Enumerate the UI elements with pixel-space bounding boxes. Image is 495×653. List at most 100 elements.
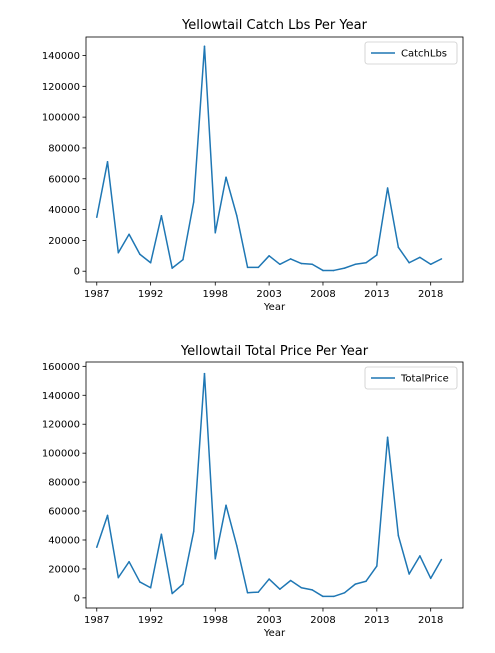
data-point [214, 231, 217, 234]
data-point [268, 578, 270, 580]
data-point [332, 269, 335, 272]
legend: TotalPrice [364, 366, 458, 390]
y-tick-label: 80000 [48, 478, 80, 489]
data-point [225, 504, 227, 507]
plot-area-frame [85, 36, 464, 283]
data-point [246, 592, 249, 594]
data-point [257, 591, 260, 593]
x-tick-label: 2013 [364, 289, 389, 300]
legend: CatchLbs [364, 41, 458, 65]
series-line-CatchLbs [96, 45, 442, 272]
series-line-TotalPrice [96, 372, 443, 598]
data-point [440, 258, 443, 260]
data-point [365, 261, 367, 264]
data-point [128, 233, 130, 235]
y-tick-label: 100000 [42, 113, 80, 124]
data-point [182, 258, 184, 261]
data-point [160, 533, 163, 535]
y-tick-label: 80000 [48, 143, 80, 154]
data-point [257, 266, 260, 269]
y-tick-label: 0 [74, 593, 80, 604]
y-tick-label: 40000 [48, 205, 80, 216]
chart-2: Yellowtail Total Price Per Year 1987 1992 1… [42, 344, 464, 639]
y-tick-label: 60000 [48, 507, 80, 518]
data-point [268, 255, 270, 257]
data-point [354, 263, 357, 266]
data-point [236, 214, 238, 217]
data-point [397, 246, 400, 249]
data-point [117, 251, 120, 254]
data-point [343, 267, 346, 269]
data-point [386, 187, 389, 189]
data-point [279, 263, 281, 266]
data-point [139, 253, 141, 256]
data-point [225, 176, 227, 178]
legend-label: CatchLbs [401, 49, 447, 60]
x-tick-label: 1998 [203, 615, 228, 626]
data-point [440, 558, 443, 561]
data-point [192, 201, 195, 203]
data-point [214, 558, 217, 560]
data-point [354, 583, 357, 585]
y-tick-label: 140000 [42, 391, 80, 402]
data-point [376, 565, 378, 567]
legend-box [364, 366, 458, 390]
x-axis-label: Year [263, 628, 286, 639]
chart-title: Yellowtail Catch Lbs Per Year [181, 18, 368, 33]
x-tick-label: 2018 [418, 289, 443, 300]
x-tick-label: 1987 [84, 615, 109, 626]
x-tick-label: 1992 [138, 289, 163, 300]
data-point [149, 586, 152, 589]
x-tick-label: 2003 [256, 289, 281, 300]
y-tick-label: 20000 [48, 564, 80, 575]
data-point [96, 216, 98, 219]
data-point [149, 261, 152, 264]
data-point [332, 595, 335, 598]
data-point [300, 586, 303, 589]
y-tick-label: 40000 [48, 535, 80, 546]
data-point [322, 595, 324, 598]
x-axis-label: Year [263, 302, 286, 313]
legend-box [364, 41, 458, 65]
data-point [397, 534, 400, 537]
data-point [106, 514, 109, 517]
data-point [419, 555, 421, 557]
x-tick-label: 1992 [138, 615, 163, 626]
x-tick-label: 2018 [418, 615, 443, 626]
data-point [246, 266, 249, 269]
x-tick-label: 1987 [84, 289, 109, 300]
data-point [419, 256, 421, 259]
data-point [376, 254, 378, 256]
y-tick-label: 120000 [42, 420, 80, 431]
data-point [408, 261, 410, 264]
legend-label: TotalPrice [400, 374, 449, 385]
data-point [429, 263, 432, 266]
data-point [192, 530, 195, 533]
data-point [429, 577, 432, 580]
data-point [311, 589, 313, 591]
y-tick-label: 160000 [42, 362, 80, 373]
y-tick-label: 60000 [48, 174, 80, 185]
data-point [203, 372, 206, 375]
data-point [171, 267, 173, 269]
data-point [289, 258, 292, 260]
data-point [289, 579, 292, 582]
x-tick-label: 2013 [364, 615, 389, 626]
x-tick-label: 2008 [310, 289, 335, 300]
data-point [203, 45, 206, 47]
data-point [117, 576, 120, 579]
y-tick-label: 20000 [48, 236, 80, 247]
data-point [160, 214, 163, 217]
x-tick-label: 2003 [256, 615, 281, 626]
data-point [96, 546, 98, 548]
data-point [279, 588, 281, 590]
chart-1: Yellowtail Catch Lbs Per Year 1987 1992 199… [42, 18, 464, 313]
data-point [386, 436, 389, 438]
data-point [182, 583, 184, 585]
data-point [311, 263, 313, 266]
data-point [171, 592, 173, 595]
data-point [365, 580, 367, 582]
data-point [139, 581, 141, 583]
data-point [236, 545, 238, 547]
